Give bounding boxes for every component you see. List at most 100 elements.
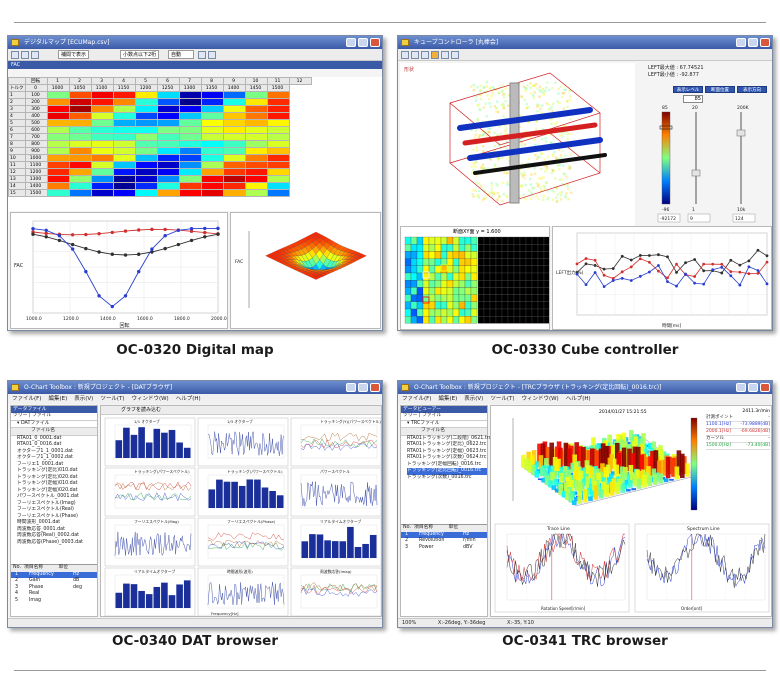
map-cell[interactable] <box>46 175 70 183</box>
map-cell[interactable] <box>244 105 268 113</box>
map-cell[interactable] <box>156 112 180 120</box>
map-cell[interactable] <box>112 133 136 141</box>
map-cell[interactable] <box>178 105 202 113</box>
map-cell[interactable] <box>156 140 180 148</box>
save-icon[interactable] <box>411 51 419 59</box>
minimize-button[interactable] <box>736 38 746 47</box>
map-cell[interactable] <box>90 119 114 127</box>
map-cell[interactable] <box>222 147 246 155</box>
map-cell[interactable] <box>68 189 92 197</box>
map-cell[interactable] <box>266 147 290 155</box>
map-cell[interactable] <box>266 112 290 120</box>
table-row[interactable]: 8 800 <box>8 140 312 148</box>
file-item[interactable]: オクターブ1_1_0002.dat <box>17 455 73 460</box>
table-row[interactable]: 4 400 <box>8 112 312 120</box>
map-cell[interactable] <box>156 175 180 183</box>
map-cell[interactable] <box>178 154 202 162</box>
mode-select[interactable]: 自動 <box>168 50 194 59</box>
map-cell[interactable] <box>90 147 114 155</box>
map-cell[interactable] <box>156 147 180 155</box>
map-cell[interactable] <box>112 168 136 176</box>
map-cell[interactable] <box>266 168 290 176</box>
close-button[interactable] <box>370 38 380 47</box>
map-cell[interactable] <box>266 161 290 169</box>
map-cell[interactable] <box>46 189 70 197</box>
file-item[interactable]: トラッキング(定幅回転)_0016.trc <box>407 461 482 467</box>
map-cell[interactable] <box>200 161 224 169</box>
open-icon[interactable] <box>401 51 409 59</box>
map-cell[interactable] <box>46 119 70 127</box>
map-cell[interactable] <box>134 119 158 127</box>
map-cell[interactable] <box>266 175 290 183</box>
map-cell[interactable] <box>90 175 114 183</box>
map-cell[interactable] <box>90 182 114 190</box>
map-cell[interactable] <box>90 112 114 120</box>
map-cell[interactable] <box>200 189 224 197</box>
file-item[interactable]: RTA01_0_0016.dat <box>17 442 62 447</box>
map-cell[interactable] <box>244 189 268 197</box>
menu-help[interactable]: ヘルプ(H) <box>175 396 201 402</box>
map-cell[interactable] <box>244 182 268 190</box>
close-button[interactable] <box>760 383 770 392</box>
file-item[interactable]: オクターブ1_1_0001.dat <box>17 448 73 454</box>
map-cell[interactable] <box>200 119 224 127</box>
table-row[interactable]: 1 100 <box>8 91 312 99</box>
file-item[interactable]: フーリエスペクトル(Imag) <box>17 500 76 506</box>
file-item[interactable]: トラッキング(定幅)010.dat <box>17 481 78 486</box>
map-cell[interactable] <box>244 154 268 162</box>
tab-tree[interactable]: ツリー <box>403 413 418 418</box>
map-cell[interactable] <box>112 119 136 127</box>
map-cell[interactable] <box>178 126 202 134</box>
menu-edit[interactable]: 編集(E) <box>48 396 68 402</box>
map-cell[interactable] <box>156 154 180 162</box>
map-cell[interactable] <box>68 168 92 176</box>
prop-row[interactable]: 2 Gain dB <box>11 578 97 585</box>
map-cell[interactable] <box>156 168 180 176</box>
map-cell[interactable] <box>178 133 202 141</box>
map-table[interactable]: 回転 1 2 3 4 5 6 7 8 9 10 11 12 トルク 0 1000 1050 1100 1150 120… <box>8 77 312 197</box>
map-cell[interactable] <box>266 91 290 99</box>
maximize-button[interactable] <box>358 383 368 392</box>
map-cell[interactable] <box>244 147 268 155</box>
table-row[interactable]: 5 500 <box>8 119 312 127</box>
file-item[interactable]: RTA01_0_0001.dat <box>17 435 62 441</box>
map-cell[interactable] <box>112 154 136 162</box>
menu-edit[interactable]: 編集(E) <box>438 396 458 402</box>
map-cell[interactable] <box>266 105 290 113</box>
map-cell[interactable] <box>222 168 246 176</box>
map-cell[interactable] <box>46 161 70 169</box>
tree-root[interactable]: ▾ TRCファイル <box>407 420 440 426</box>
map-cell[interactable] <box>134 168 158 176</box>
map-cell[interactable] <box>178 189 202 197</box>
map-cell[interactable] <box>200 140 224 148</box>
map-cell[interactable] <box>90 133 114 141</box>
map-cell[interactable] <box>112 91 136 99</box>
map-cell[interactable] <box>200 182 224 190</box>
file-item[interactable]: トラッキング(次数)_0016.trc <box>407 474 472 480</box>
map-cell[interactable] <box>200 168 224 176</box>
map-cell[interactable] <box>222 133 246 141</box>
section-grid[interactable] <box>401 227 550 330</box>
menu-tools[interactable]: ツール(T) <box>100 396 125 402</box>
table-row[interactable]: 6 600 <box>8 126 312 134</box>
direction-button[interactable]: 表示方向 <box>737 86 767 93</box>
map-cell[interactable] <box>156 189 180 197</box>
map-cell[interactable] <box>90 105 114 113</box>
file-item[interactable]: トラッキング(定幅)020.dat <box>17 487 78 493</box>
save-icon[interactable] <box>21 51 29 59</box>
map-cell[interactable] <box>112 175 136 183</box>
map-cell[interactable] <box>266 133 290 141</box>
tree-root[interactable]: ▾ DATファイル <box>17 420 50 426</box>
menu-window[interactable]: ウィンドウ(W) <box>131 396 169 402</box>
map-cell[interactable] <box>244 175 268 183</box>
map-cell[interactable] <box>178 91 202 99</box>
map-cell[interactable] <box>46 126 70 134</box>
minimize-button[interactable] <box>346 38 356 47</box>
map-cell[interactable] <box>90 161 114 169</box>
map-cell[interactable] <box>68 112 92 120</box>
map-cell[interactable] <box>200 133 224 141</box>
minimize-button[interactable] <box>346 383 356 392</box>
map-cell[interactable] <box>200 105 224 113</box>
map-cell[interactable] <box>134 182 158 190</box>
map-cell[interactable] <box>134 98 158 106</box>
